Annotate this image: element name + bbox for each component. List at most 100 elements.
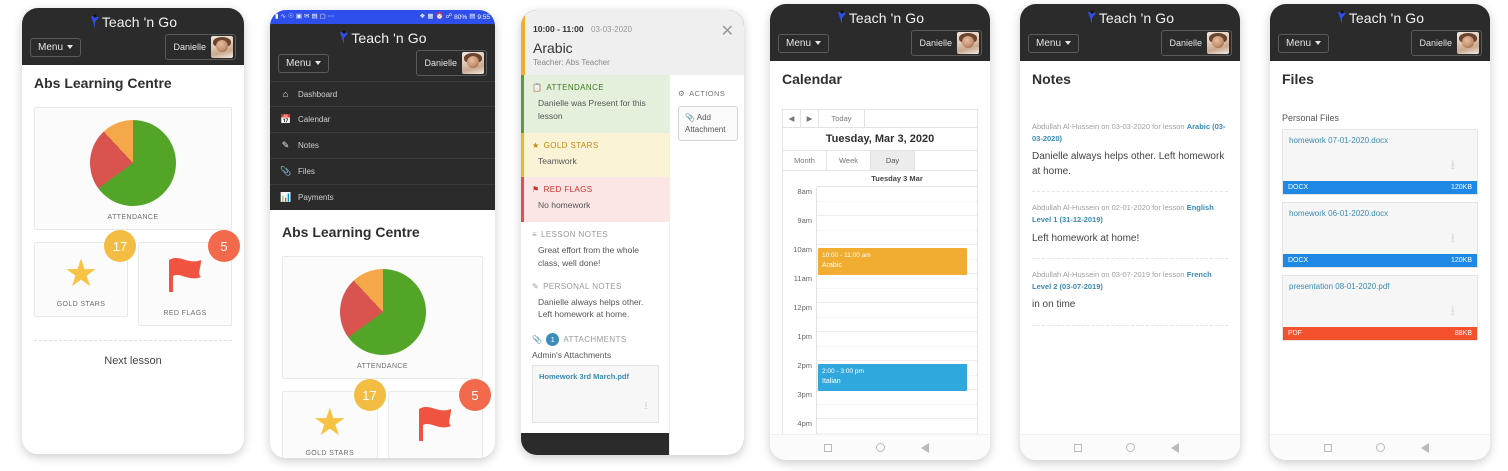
sidebar-item-label: Payments [298, 193, 334, 202]
avatar [957, 32, 979, 54]
calendar-next-button[interactable]: ▶ [801, 110, 819, 127]
calendar-toolbar-spacer [865, 110, 977, 127]
slot-cell[interactable] [817, 419, 977, 434]
lesson-sections: 📋 ATTENDANCE Danielle was Present for th… [521, 75, 669, 455]
app-navbar: Teach 'n Go Menu Danielle [22, 8, 244, 65]
star-icon: ★ [532, 140, 540, 150]
avatar [1207, 32, 1229, 54]
red-flags-tile[interactable]: 5 RED FLAGS [138, 230, 240, 326]
sidebar-item-files[interactable]: 📎 Files [270, 158, 495, 184]
gold-stars-tile[interactable]: 17 ★ GOLD STARS [282, 379, 386, 458]
sidebar-item-dashboard[interactable]: ⌂ Dashboard [270, 81, 495, 106]
avatar [211, 36, 233, 58]
paperclip-icon: 📎 [685, 113, 695, 122]
attendance-widget[interactable]: ATTENDANCE [282, 256, 483, 379]
lesson-modal-body: 📋 ATTENDANCE Danielle was Present for th… [521, 75, 744, 455]
slot-time-label: 3pm [783, 390, 817, 419]
user-button[interactable]: Danielle [911, 30, 982, 56]
section-heading-label: LESSON NOTES [541, 230, 609, 239]
home-icon: ⌂ [282, 89, 289, 99]
section-text: Teamwork [538, 155, 577, 166]
menu-button-label: Menu [1286, 37, 1312, 49]
file-type: DOCX [1288, 184, 1309, 191]
red-flags-badge: 5 [459, 379, 491, 411]
lesson-teacher: Teacher: Abs Teacher [533, 58, 610, 67]
vibrate-icon: ▦ [427, 12, 434, 20]
calendar-view-month[interactable]: Month [783, 151, 827, 170]
recents-icon[interactable] [1323, 443, 1332, 452]
file-size: 120KB [1450, 257, 1472, 264]
file-card[interactable]: homework 07-01-2020.docx ⭳ DOCX 120KB [1282, 129, 1478, 195]
calendar-view-week[interactable]: Week [827, 151, 871, 170]
calendar-view-day[interactable]: Day [871, 151, 915, 170]
note-lesson-link[interactable]: French Level 2 (03-07-2019) [1032, 270, 1212, 291]
user-button[interactable]: Danielle [165, 34, 236, 60]
close-icon[interactable]: ✕ [720, 23, 734, 40]
navbar-row: Menu Danielle [770, 30, 990, 56]
menu-button-label: Menu [1036, 37, 1062, 49]
menu-button[interactable]: Menu [30, 37, 82, 57]
sidebar-item-payments[interactable]: 📊 Payments [270, 184, 495, 210]
menu-button[interactable]: Menu [1028, 33, 1080, 53]
slot-time-label: 2pm [783, 361, 817, 390]
time-slot: 9am [783, 216, 977, 245]
calendar-prev-button[interactable]: ◀ [783, 110, 801, 127]
menu-button[interactable]: Menu [778, 33, 830, 53]
attachment-card[interactable]: Homework 3rd March.pdf ⭳ [532, 365, 659, 423]
download-icon[interactable]: ⭳ [1450, 303, 1455, 318]
user-button[interactable]: Danielle [1161, 30, 1232, 56]
slot-cell[interactable] [817, 303, 977, 332]
lesson-modal-header: 10:00 - 11:00 03-03-2020 Arabic Teacher:… [521, 10, 744, 75]
calendar-event-italian[interactable]: 2:00 - 3:00 pm Italian [818, 364, 967, 391]
android-status-bar: ▮ ∿ ☉ ▣ ✉ ▤ ▢ ⋯ ❖ ▦ ⏰ ☍ 80% ▤ 9:55 [270, 10, 495, 24]
attendance-widget-label: ATTENDANCE [107, 214, 159, 221]
calendar-event-arabic[interactable]: 10:00 - 11:00 am Arabic [818, 248, 967, 275]
download-icon[interactable]: ⭳ [1450, 230, 1455, 245]
download-icon[interactable]: ⭳ [644, 400, 648, 412]
slot-cell[interactable] [817, 332, 977, 361]
slot-cell[interactable] [817, 274, 977, 303]
back-icon[interactable] [1170, 442, 1187, 453]
note-lesson-link[interactable]: English Level 1 (31-12-2019) [1032, 203, 1214, 224]
home-icon[interactable] [875, 443, 885, 452]
sidebar-item-notes[interactable]: ✎ Notes [270, 132, 495, 158]
user-button[interactable]: Danielle [416, 50, 487, 76]
file-name: homework 06-01-2020.docx [1289, 209, 1389, 218]
attendance-widget[interactable]: ATTENDANCE [34, 107, 232, 230]
recents-icon[interactable] [823, 443, 832, 452]
slot-cell[interactable] [817, 390, 977, 419]
calendar-body: Calendar ◀ ▶ Today Tuesday, Mar 3, 2020 … [770, 61, 990, 434]
note-body: Danielle always helps other. Left homewo… [1032, 151, 1225, 177]
download-icon[interactable]: ⭳ [1450, 157, 1455, 172]
slot-cell[interactable] [817, 216, 977, 245]
note-item[interactable]: Abdullah Al-Hussein on 03-07-2019 for le… [1032, 259, 1228, 326]
note-item[interactable]: Abdullah Al-Hussein on 03-03-2020 for le… [1032, 111, 1228, 193]
menu-button[interactable]: Menu [1278, 33, 1330, 53]
lesson-section-attendance: 📋 ATTENDANCE Danielle was Present for th… [521, 75, 669, 133]
next-lesson-link[interactable]: Next lesson [104, 355, 162, 367]
calendar-time-grid[interactable]: 8am 9am 10am 11am 12pm 1pm 2pm 3pm 4pm 1… [783, 187, 977, 434]
user-name-label: Danielle [173, 42, 206, 52]
gold-stars-tile[interactable]: 17 ★ GOLD STARS [34, 230, 136, 326]
add-attachment-button[interactable]: 📎 Add Attachment [678, 106, 738, 142]
notes-body: Notes Abdullah Al-Hussein on 03-03-2020 … [1020, 61, 1240, 434]
recents-icon[interactable] [1073, 443, 1082, 452]
file-card[interactable]: homework 06-01-2020.docx ⭳ DOCX 120KB [1282, 202, 1478, 268]
note-item[interactable]: Abdullah Al-Hussein on 02-01-2020 for le… [1032, 192, 1228, 259]
menu-button[interactable]: Menu [278, 53, 330, 73]
home-icon[interactable] [1125, 443, 1135, 452]
brand-text: Teach 'n Go [101, 14, 178, 30]
red-flags-tile[interactable]: 5 RED FLAGS [387, 379, 491, 458]
user-button[interactable]: Danielle [1411, 30, 1482, 56]
sidebar-item-calendar[interactable]: 📅 Calendar [270, 106, 495, 132]
home-icon[interactable] [1375, 443, 1385, 452]
back-icon[interactable] [1420, 442, 1437, 453]
flag-icon [163, 255, 207, 302]
gold-stars-badge: 17 [353, 379, 386, 411]
note-lesson-link[interactable]: Arabic (03-03-2020) [1032, 122, 1226, 143]
file-card[interactable]: presentation 08-01-2020.pdf ⭳ PDF 88KB [1282, 275, 1478, 341]
back-icon[interactable] [920, 442, 937, 453]
calendar-today-button[interactable]: Today [819, 110, 865, 127]
slot-cell[interactable] [817, 187, 977, 216]
file-size: 120KB [1450, 184, 1472, 191]
